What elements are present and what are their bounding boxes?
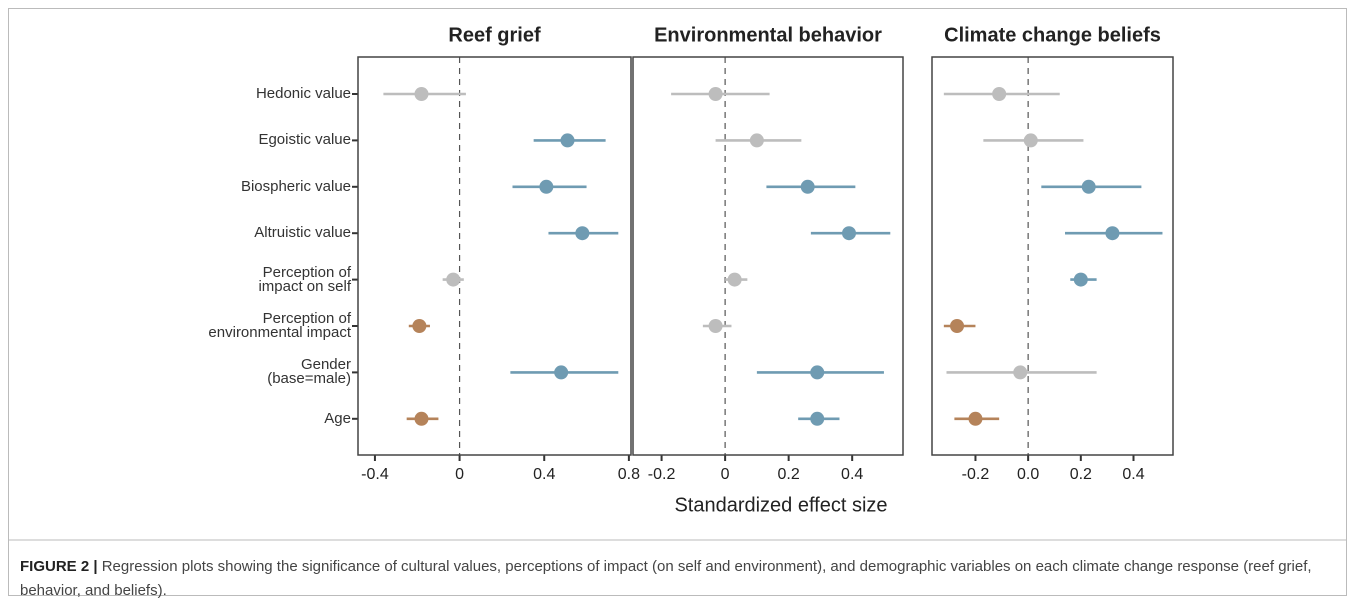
point <box>1023 133 1038 148</box>
point <box>414 87 429 101</box>
point <box>1105 226 1120 241</box>
x-tick-label: -0.2 <box>648 466 676 483</box>
caption-label: FIGURE 2 | <box>20 558 98 575</box>
point <box>1073 272 1088 287</box>
x-tick-label: 0.2 <box>1070 466 1092 483</box>
point <box>968 411 983 426</box>
x-tick-label: 0.4 <box>841 466 863 483</box>
point <box>749 133 764 148</box>
category-label: Perception of environmental impact <box>208 310 351 341</box>
x-tick-label: 0.0 <box>1017 466 1039 483</box>
x-tick-label: 0 <box>455 466 464 483</box>
point <box>446 272 461 287</box>
point <box>708 87 723 101</box>
category-label: Perception of impact on self <box>258 263 351 295</box>
caption-text: Regression plots showing the significanc… <box>20 558 1312 599</box>
panel-border <box>632 56 904 456</box>
category-label: Hedonic value <box>255 85 351 102</box>
category-label: Age <box>324 409 351 427</box>
point <box>810 365 825 380</box>
point <box>727 272 742 287</box>
x-tick-label: -0.4 <box>361 466 389 483</box>
point <box>412 319 427 333</box>
panel-border <box>357 56 632 456</box>
x-tick-label: 0.4 <box>1122 466 1144 483</box>
panel-title: Environmental behavior <box>654 24 882 46</box>
point <box>575 226 590 241</box>
point <box>560 133 575 148</box>
point <box>1013 365 1028 380</box>
x-tick-label: 0.8 <box>618 466 640 483</box>
point <box>992 87 1007 101</box>
point <box>810 411 825 426</box>
x-tick-label: 0.4 <box>533 466 555 483</box>
point <box>950 319 965 333</box>
category-label: Altruistic value <box>254 224 351 242</box>
category-label: Biospheric value <box>240 177 351 195</box>
category-label: Egoistic value <box>258 131 351 149</box>
category-label: Gender (base=male) <box>267 356 351 388</box>
x-tick-label: 0 <box>721 466 730 483</box>
point <box>554 365 569 380</box>
x-tick-label: 0.2 <box>778 466 800 483</box>
caption: FIGURE 2 | Regression plots showing the … <box>20 555 1330 603</box>
panel-title: Climate change beliefs <box>944 24 1161 46</box>
point <box>842 226 856 241</box>
frame <box>8 8 1347 596</box>
point <box>800 179 815 194</box>
point <box>708 319 723 333</box>
panel-border <box>931 56 1174 456</box>
x-tick-label: -0.2 <box>962 466 990 483</box>
panel-title: Reef grief <box>448 24 541 46</box>
point <box>1081 179 1096 194</box>
point <box>539 179 554 194</box>
point <box>414 411 429 426</box>
x-axis-label: Standardized effect size <box>674 494 887 516</box>
